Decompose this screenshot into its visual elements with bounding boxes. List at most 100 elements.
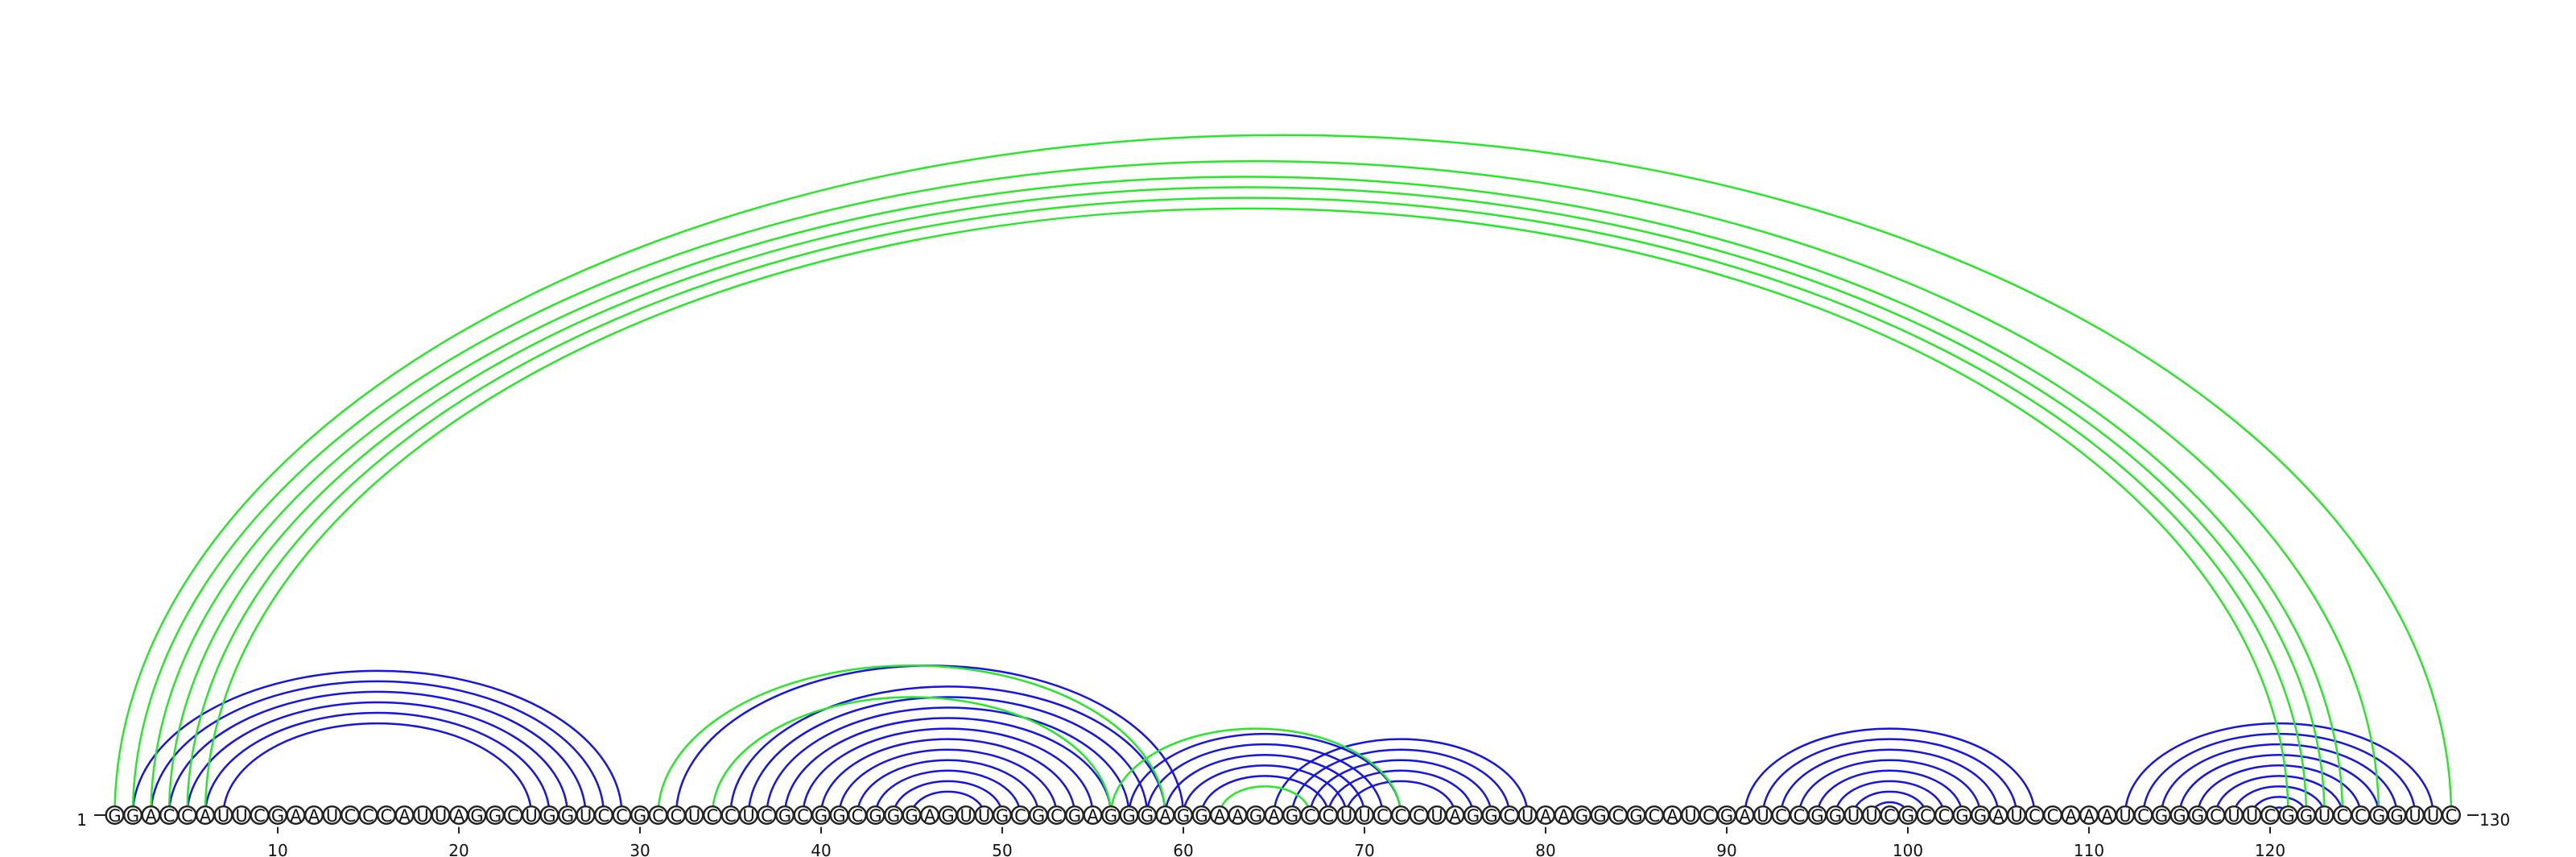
nucleotide-55: A: [1083, 805, 1103, 826]
nucleotide-129-letter: U: [2427, 806, 2439, 826]
nucleotide-23-letter: C: [507, 806, 519, 826]
nucleotide-123-letter: U: [2318, 806, 2330, 826]
nucleotide-115: G: [2169, 805, 2190, 826]
structure-a-arc-59-70: [1164, 753, 1366, 816]
structure-b-arc-34-56: [711, 696, 1113, 816]
tick-label-80: 80: [1535, 841, 1555, 857]
structure-a-arc-4-27: [167, 690, 587, 816]
tick-label-100: 100: [1893, 841, 1923, 857]
nucleotide-78: C: [1499, 805, 1519, 826]
nucleotide-52-letter: G: [1032, 806, 1045, 826]
nucleotide-55-letter: A: [1087, 806, 1099, 826]
nucleotide-80-letter: A: [1540, 806, 1552, 826]
nucleotide-127: G: [2387, 805, 2407, 826]
nucleotide-106-letter: U: [2010, 806, 2022, 826]
nucleotide-53: C: [1046, 805, 1067, 826]
tick-label-70: 70: [1354, 841, 1374, 857]
structure-a-arc-68-76: [1327, 769, 1475, 816]
nucleotide-117: C: [2206, 805, 2226, 826]
nucleotide-122: G: [2296, 805, 2316, 826]
nucleotide-82: G: [1571, 805, 1591, 826]
structure-a-arc-44-50: [892, 780, 1004, 816]
structure-a-arc-97-101: [1852, 790, 1927, 816]
nucleotide-74: U: [1426, 805, 1447, 826]
nucleotide-95-letter: G: [1810, 806, 1823, 826]
nucleotide-124-letter: C: [2337, 806, 2349, 826]
nucleotide-41: G: [829, 805, 849, 826]
structure-a-arc-118-123: [2232, 785, 2326, 816]
nucleotide-62-letter: A: [1214, 806, 1226, 826]
nucleotide-61: G: [1191, 805, 1212, 826]
nucleotide-107: C: [2025, 805, 2045, 826]
nucleotide-119-letter: U: [2246, 806, 2258, 826]
nucleotide-110: A: [2079, 805, 2099, 826]
nucleotide-128: U: [2405, 805, 2425, 826]
nucleotide-11-letter: A: [290, 806, 302, 826]
nucleotide-91-letter: A: [1739, 806, 1751, 826]
nucleotide-25: G: [539, 805, 559, 826]
nucleotide-69-letter: U: [1340, 806, 1352, 826]
nucleotide-94: C: [1789, 805, 1809, 826]
nucleotide-114: G: [2151, 805, 2171, 826]
nucleotide-114-letter: G: [2155, 806, 2168, 826]
tick-label-120: 120: [2255, 841, 2285, 857]
nucleotide-72-letter: C: [1395, 806, 1407, 826]
nucleotide-117-letter: C: [2210, 806, 2222, 826]
nucleotide-6: A: [195, 805, 215, 826]
nucleotide-43: G: [865, 805, 886, 826]
nucleotide-32-letter: C: [671, 806, 683, 826]
nucleotide-109-letter: A: [2065, 806, 2077, 826]
nucleotide-97-letter: U: [1847, 806, 1860, 826]
nucleotide-38-letter: G: [778, 806, 791, 826]
nucleotide-44: G: [883, 805, 903, 826]
nucleotide-102-letter: C: [1938, 806, 1951, 826]
nucleotide-42: C: [847, 805, 867, 826]
structure-a-arc-45-49: [910, 790, 985, 816]
structure-b-arc-6-121: [204, 207, 2289, 816]
nucleotide-39-letter: C: [797, 806, 809, 826]
nucleotide-115-letter: G: [2173, 806, 2186, 826]
nucleotide-97: U: [1843, 805, 1864, 826]
nucleotide-118: U: [2223, 805, 2244, 826]
tick-label-20: 20: [448, 841, 469, 857]
nucleotide-126: G: [2368, 805, 2388, 826]
nucleotide-36: U: [739, 805, 759, 826]
structure-b-arc-1-130: [114, 134, 2453, 816]
structure-a-arc-36-58: [747, 696, 1149, 816]
nucleotide-22: G: [485, 805, 506, 826]
nucleotide-37-letter: C: [761, 806, 773, 826]
nucleotide-100: G: [1897, 805, 1918, 826]
structure-b-arc-4-123: [167, 186, 2326, 816]
nucleotide-93: C: [1771, 805, 1791, 826]
nucleotide-79-letter: U: [1521, 806, 1534, 826]
nucleotide-104-letter: G: [1974, 806, 1987, 826]
nucleotide-19-letter: U: [435, 806, 447, 826]
nucleotide-81-letter: A: [1558, 806, 1570, 826]
nucleotide-84-letter: C: [1612, 806, 1624, 826]
nucleotide-58-letter: G: [1141, 806, 1154, 826]
nucleotide-54-letter: G: [1068, 806, 1081, 826]
nucleotide-122-letter: G: [2300, 806, 2313, 826]
nucleotide-7: U: [213, 805, 233, 826]
nucleotide-28-letter: C: [598, 806, 610, 826]
structure-a-arc-43-51: [874, 769, 1022, 816]
nucleotide-43-letter: G: [869, 806, 881, 826]
nucleotide-88: U: [1680, 805, 1700, 826]
nucleotide-10-letter: G: [271, 806, 284, 826]
nucleotide-7-letter: U: [217, 806, 229, 826]
nucleotide-111: A: [2097, 805, 2117, 826]
nucleotide-58: G: [1137, 805, 1157, 826]
nucleotide-84: C: [1608, 805, 1628, 826]
nucleotide-70: U: [1354, 805, 1374, 826]
nucleotide-112: U: [2115, 805, 2135, 826]
structure-a-arc-112-129: [2124, 722, 2434, 816]
nucleotide-102: C: [1934, 805, 1954, 826]
nucleotide-108-letter: C: [2047, 806, 2059, 826]
nucleotide-47: G: [938, 805, 958, 826]
nucleotide-2-letter: G: [126, 806, 139, 826]
nucleotide-121: G: [2278, 805, 2298, 826]
nucleotide-59-letter: A: [1159, 806, 1171, 826]
nucleotide-64: G: [1245, 805, 1265, 826]
